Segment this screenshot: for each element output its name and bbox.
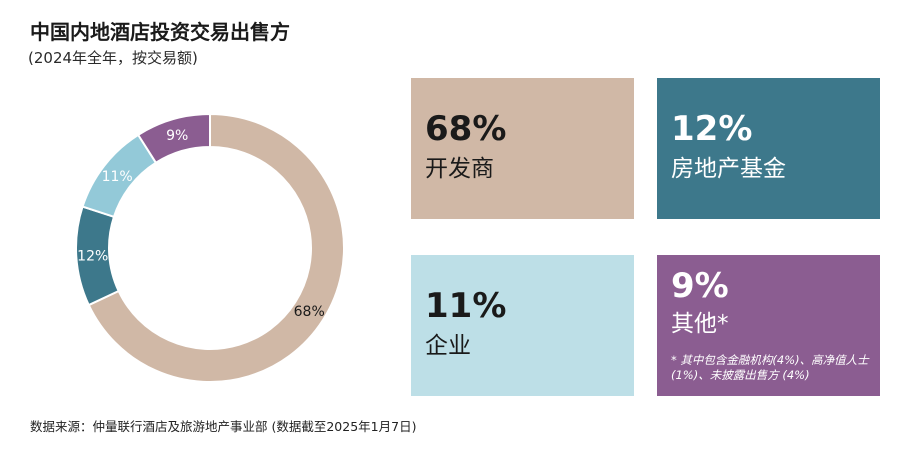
- box-developers-label: 开发商: [425, 156, 494, 182]
- box-others-label: 其他*: [671, 311, 729, 337]
- donut-label-developers: 68%: [294, 304, 325, 320]
- box-corporates-label: 企业: [425, 333, 471, 359]
- donut-slice-developers: [87, 112, 345, 383]
- box-developers: 68% 开发商: [411, 78, 634, 219]
- chart-subtitle: (2024年全年，按交易额): [28, 49, 198, 67]
- box-others-footnote: * 其中包含金融机构(4%)、高净值人士 (1%)、未披露出售方 (4%): [671, 353, 869, 382]
- donut-label-others: 9%: [166, 128, 188, 144]
- box-real-estate-funds: 12% 房地产基金: [657, 78, 880, 219]
- donut-label-real-estate-funds: 12%: [77, 248, 108, 264]
- box-others: 9% 其他* * 其中包含金融机构(4%)、高净值人士 (1%)、未披露出售方 …: [657, 255, 880, 396]
- box-real-estate-funds-label: 房地产基金: [671, 156, 786, 182]
- box-developers-pct: 68%: [425, 109, 507, 149]
- donut-chart: 68% 12% 11% 9%: [75, 112, 345, 383]
- box-corporates-pct: 11%: [425, 286, 507, 326]
- chart-title: 中国内地酒店投资交易出售方: [30, 20, 290, 44]
- data-source-note: 数据来源：仲量联行酒店及旅游地产事业部 (数据截至2025年1月7日): [30, 419, 417, 434]
- box-corporates: 11% 企业: [411, 255, 634, 396]
- box-others-pct: 9%: [671, 266, 729, 306]
- donut-slice-others: [136, 112, 211, 165]
- donut-label-corporates: 11%: [102, 169, 133, 185]
- box-real-estate-funds-pct: 12%: [671, 109, 753, 149]
